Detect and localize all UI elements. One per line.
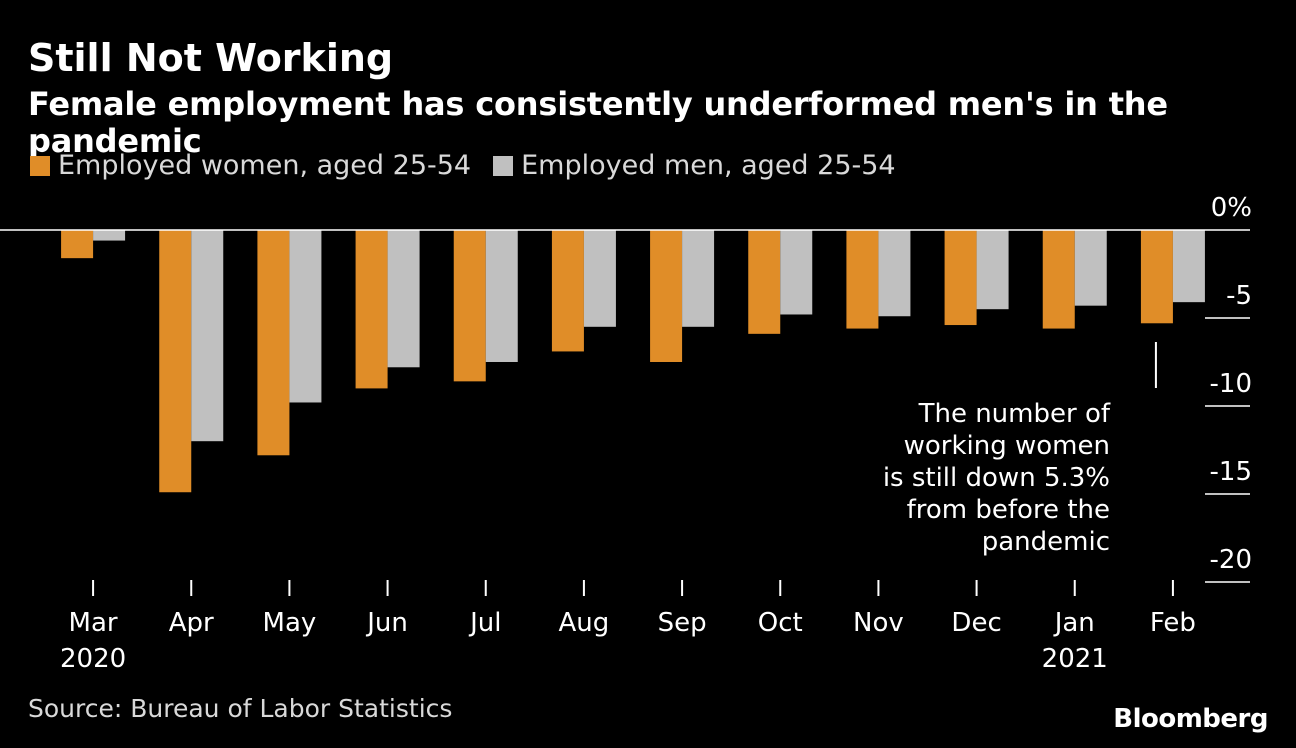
bar-women xyxy=(551,230,584,352)
legend: Employed women, aged 25-54 Employed men,… xyxy=(30,150,918,181)
legend-label-men: Employed men, aged 25-54 xyxy=(521,150,896,181)
legend-item-men: Employed men, aged 25-54 xyxy=(493,150,896,181)
y-tick-label: -10 xyxy=(1210,369,1252,399)
legend-item-women: Employed women, aged 25-54 xyxy=(30,150,471,181)
bar-men xyxy=(93,230,126,241)
x-tick-label: Mar xyxy=(69,608,118,638)
y-tick-label: -20 xyxy=(1210,545,1252,575)
bar-men xyxy=(682,230,715,327)
x-tick-label: Dec xyxy=(951,608,1001,638)
x-tick-label: Aug xyxy=(559,608,610,638)
y-tick-label: -5 xyxy=(1226,281,1252,311)
annotation-line: working women xyxy=(903,431,1110,461)
bar-men xyxy=(191,230,224,442)
annotation-text: The number of working women is still dow… xyxy=(840,398,1110,558)
bar-women xyxy=(355,230,388,389)
legend-swatch-women xyxy=(30,155,50,176)
bar-men xyxy=(878,230,911,317)
bar-men xyxy=(289,230,322,403)
bar-men xyxy=(1074,230,1107,306)
bar-women xyxy=(944,230,977,326)
annotation-line: is still down 5.3% xyxy=(882,463,1110,493)
x-year-label: 2020 xyxy=(60,644,126,674)
bar-women xyxy=(650,230,683,362)
x-tick-label: Feb xyxy=(1150,608,1196,638)
x-year-label: 2021 xyxy=(1042,644,1108,674)
bar-men xyxy=(485,230,518,362)
y-tick-label: 0% xyxy=(1211,193,1252,223)
annotation-line: The number of xyxy=(918,399,1110,429)
x-tick-label: Oct xyxy=(758,608,803,638)
bar-women xyxy=(846,230,879,329)
annotation-line: from before the xyxy=(906,495,1110,525)
x-tick-label: Apr xyxy=(169,608,214,638)
x-tick-label: Nov xyxy=(853,608,904,638)
x-tick-label: Jan xyxy=(1053,608,1095,638)
chart-subtitle: Female employment has consistently under… xyxy=(28,85,1168,160)
chart-title: Still Not Working xyxy=(28,36,394,80)
bar-women xyxy=(61,230,94,259)
bar-women xyxy=(257,230,290,456)
source-note: Source: Bureau of Labor Statistics xyxy=(28,694,453,723)
bar-men xyxy=(780,230,813,315)
legend-label-women: Employed women, aged 25-54 xyxy=(58,150,472,181)
annotation-line: pandemic xyxy=(981,527,1110,557)
y-tick-label: -15 xyxy=(1210,457,1252,487)
bar-women xyxy=(748,230,781,334)
bloomberg-logo: Bloomberg xyxy=(1113,704,1268,734)
bar-men xyxy=(387,230,420,368)
bar-women xyxy=(159,230,192,493)
bar-women xyxy=(1140,230,1173,324)
x-tick-label: Jul xyxy=(468,608,501,638)
bar-men xyxy=(583,230,616,327)
bar-men xyxy=(976,230,1009,310)
bar-men xyxy=(1172,230,1205,303)
x-tick-label: Jun xyxy=(365,608,408,638)
legend-swatch-men xyxy=(493,155,514,176)
bar-women xyxy=(453,230,486,382)
x-tick-label: May xyxy=(263,608,317,638)
x-tick-label: Sep xyxy=(658,608,707,638)
bar-women xyxy=(1042,230,1075,329)
